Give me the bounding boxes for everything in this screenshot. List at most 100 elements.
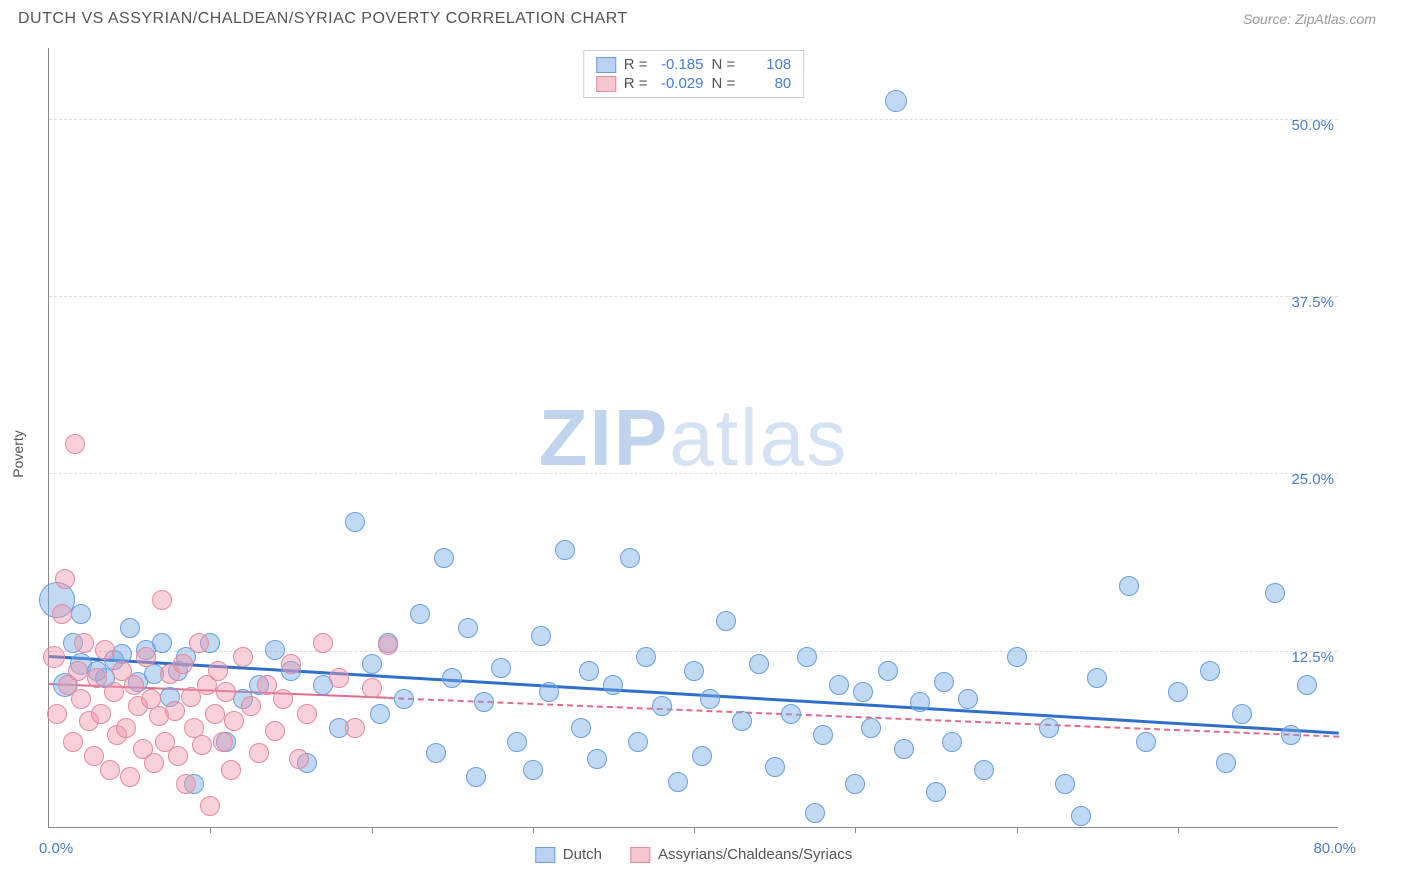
gridline: [49, 119, 1338, 120]
point-assyrian: [313, 633, 333, 653]
point-assyrian: [144, 753, 164, 773]
x-tick: [1178, 827, 1179, 833]
point-assyrian: [47, 704, 67, 724]
point-assyrian: [273, 689, 293, 709]
point-dutch: [958, 689, 978, 709]
point-dutch: [571, 718, 591, 738]
point-dutch: [474, 692, 494, 712]
legend-row: R =-0.029N =80: [592, 74, 796, 93]
point-dutch: [684, 661, 704, 681]
point-dutch: [603, 675, 623, 695]
point-dutch: [805, 803, 825, 823]
point-dutch: [426, 743, 446, 763]
point-dutch: [370, 704, 390, 724]
point-dutch: [265, 640, 285, 660]
point-dutch: [1007, 647, 1027, 667]
point-dutch: [974, 760, 994, 780]
legend-swatch: [630, 847, 650, 863]
legend-series: Dutch Assyrians/Chaldeans/Syriacs: [535, 846, 852, 863]
point-dutch: [1200, 661, 1220, 681]
point-dutch: [587, 749, 607, 769]
point-assyrian: [173, 654, 193, 674]
x-tick: [1017, 827, 1018, 833]
legend-item: Dutch: [535, 846, 602, 863]
point-dutch: [507, 732, 527, 752]
point-assyrian: [124, 675, 144, 695]
x-tick: [694, 827, 695, 833]
legend-n-label: N =: [712, 75, 736, 92]
point-assyrian: [43, 646, 65, 668]
point-assyrian: [65, 434, 85, 454]
legend-n-value: 80: [743, 75, 791, 92]
point-dutch: [1071, 806, 1091, 826]
point-assyrian: [120, 767, 140, 787]
point-assyrian: [87, 668, 107, 688]
gridline: [49, 473, 1338, 474]
legend-r-value: -0.185: [656, 56, 704, 73]
point-dutch: [894, 739, 914, 759]
point-dutch: [466, 767, 486, 787]
point-dutch: [700, 689, 720, 709]
point-dutch: [434, 548, 454, 568]
point-dutch: [120, 618, 140, 638]
legend-item-label: Assyrians/Chaldeans/Syriacs: [658, 846, 852, 863]
point-dutch: [1265, 583, 1285, 603]
legend-r-label: R =: [624, 56, 648, 73]
point-dutch: [1281, 725, 1301, 745]
point-assyrian: [152, 590, 172, 610]
point-dutch: [1119, 576, 1139, 596]
point-dutch: [1087, 668, 1107, 688]
x-tick: [210, 827, 211, 833]
point-assyrian: [91, 704, 111, 724]
point-dutch: [1168, 682, 1188, 702]
x-tick: [855, 827, 856, 833]
y-tick-label: 50.0%: [1291, 117, 1334, 134]
point-dutch: [362, 654, 382, 674]
point-dutch: [1232, 704, 1252, 724]
point-dutch: [531, 626, 551, 646]
y-tick-label: 12.5%: [1291, 649, 1334, 666]
point-dutch: [878, 661, 898, 681]
point-dutch: [885, 90, 907, 112]
point-assyrian: [205, 704, 225, 724]
point-assyrian: [71, 689, 91, 709]
y-tick-label: 25.0%: [1291, 471, 1334, 488]
point-dutch: [853, 682, 873, 702]
legend-item-label: Dutch: [563, 846, 602, 863]
point-dutch: [797, 647, 817, 667]
point-assyrian: [116, 718, 136, 738]
point-dutch: [910, 692, 930, 712]
point-assyrian: [281, 654, 301, 674]
point-dutch: [668, 772, 688, 792]
point-dutch: [749, 654, 769, 674]
point-assyrian: [200, 796, 220, 816]
point-dutch: [636, 647, 656, 667]
point-dutch: [934, 672, 954, 692]
point-assyrian: [289, 749, 309, 769]
point-assyrian: [221, 760, 241, 780]
point-dutch: [491, 658, 511, 678]
point-dutch: [539, 682, 559, 702]
point-dutch: [442, 668, 462, 688]
watermark: ZIPatlas: [539, 392, 848, 484]
legend-r-value: -0.029: [656, 75, 704, 92]
point-dutch: [345, 512, 365, 532]
point-dutch: [458, 618, 478, 638]
legend-swatch: [596, 76, 616, 92]
point-dutch: [394, 689, 414, 709]
point-dutch: [620, 548, 640, 568]
point-assyrian: [378, 635, 398, 655]
point-assyrian: [95, 640, 115, 660]
legend-n-label: N =: [712, 56, 736, 73]
point-assyrian: [224, 711, 244, 731]
point-dutch: [628, 732, 648, 752]
point-dutch: [813, 725, 833, 745]
legend-n-value: 108: [743, 56, 791, 73]
point-assyrian: [257, 675, 277, 695]
point-dutch: [152, 633, 172, 653]
point-assyrian: [52, 604, 72, 624]
point-assyrian: [176, 774, 196, 794]
legend-item: Assyrians/Chaldeans/Syriacs: [630, 846, 852, 863]
point-dutch: [71, 604, 91, 624]
point-dutch: [555, 540, 575, 560]
